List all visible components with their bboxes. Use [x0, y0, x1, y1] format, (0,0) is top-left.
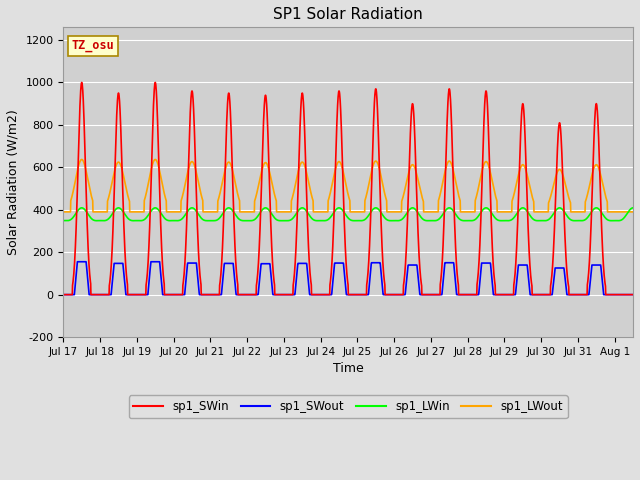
sp1_SWout	[434, 292, 442, 298]
sp1_SWout	[352, 292, 360, 298]
sp1_LWin	[387, 218, 394, 224]
sp1_SWout	[74, 259, 81, 264]
sp1_LWin	[629, 205, 637, 211]
sp1_LWin	[93, 218, 100, 224]
sp1_LWout	[93, 209, 101, 215]
sp1_SWout	[417, 292, 424, 298]
sp1_LWout	[352, 209, 360, 215]
sp1_LWin	[609, 218, 617, 224]
sp1_SWin	[78, 80, 86, 85]
sp1_SWin	[60, 292, 67, 298]
sp1_LWout	[434, 209, 442, 215]
sp1_LWin	[351, 218, 359, 224]
sp1_LWout	[417, 187, 424, 193]
Line: sp1_LWin: sp1_LWin	[63, 208, 633, 221]
sp1_LWout	[60, 209, 67, 215]
Y-axis label: Solar Radiation (W/m2): Solar Radiation (W/m2)	[7, 109, 20, 255]
Line: sp1_SWin: sp1_SWin	[63, 83, 633, 295]
sp1_SWin	[609, 292, 617, 298]
Text: TZ_osu: TZ_osu	[72, 39, 115, 52]
sp1_SWin	[93, 292, 101, 298]
sp1_SWin	[542, 292, 550, 298]
Line: sp1_LWout: sp1_LWout	[63, 159, 633, 212]
sp1_LWin	[60, 218, 67, 224]
sp1_SWin	[352, 292, 360, 298]
sp1_LWin	[434, 217, 442, 223]
sp1_SWout	[93, 292, 101, 298]
sp1_LWout	[629, 209, 637, 215]
sp1_LWout	[542, 209, 550, 215]
sp1_SWout	[609, 292, 617, 298]
sp1_SWin	[417, 272, 424, 277]
X-axis label: Time: Time	[333, 362, 364, 375]
sp1_LWin	[417, 214, 424, 219]
sp1_LWin	[542, 218, 550, 224]
sp1_SWout	[629, 292, 637, 298]
sp1_SWin	[629, 292, 637, 298]
sp1_LWout	[609, 209, 617, 215]
Legend: sp1_SWin, sp1_SWout, sp1_LWin, sp1_LWout: sp1_SWin, sp1_SWout, sp1_LWin, sp1_LWout	[129, 396, 568, 418]
sp1_SWout	[60, 292, 67, 298]
sp1_SWin	[434, 292, 442, 298]
sp1_SWout	[542, 292, 550, 298]
sp1_LWout	[78, 156, 86, 162]
Line: sp1_SWout: sp1_SWout	[63, 262, 633, 295]
Title: SP1 Solar Radiation: SP1 Solar Radiation	[273, 7, 423, 22]
